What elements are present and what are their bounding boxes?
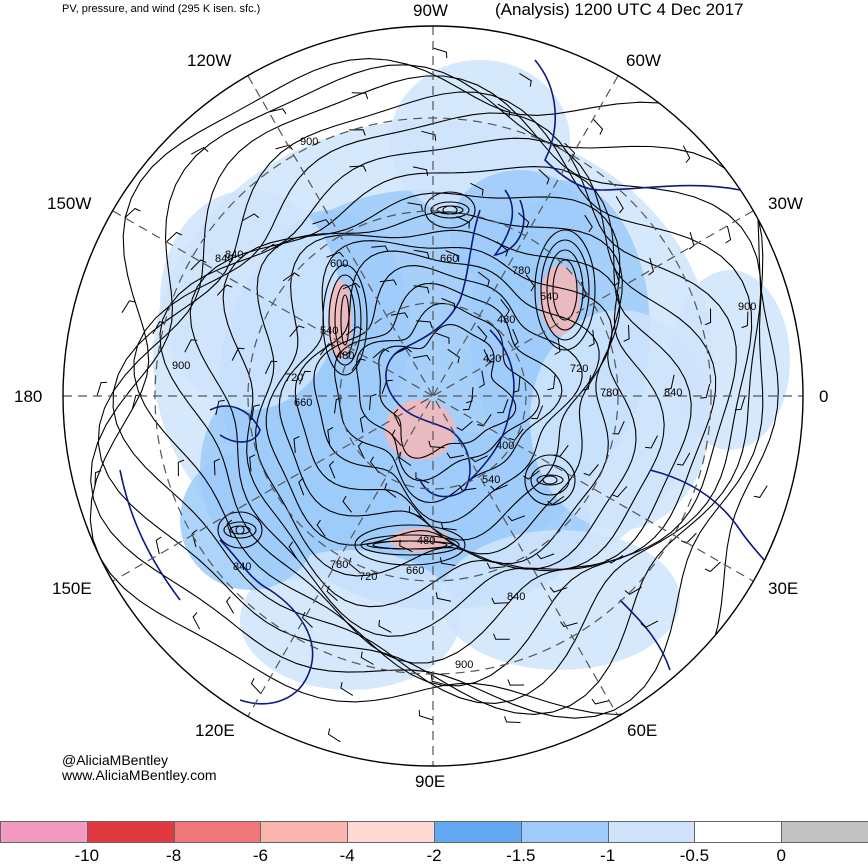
product-title: PV, pressure, and wind (295 K isen. sfc.…	[62, 3, 261, 15]
contour-label: 900	[172, 360, 190, 372]
lon-label-60e: 60E	[627, 721, 658, 740]
colorbar-tick-label: -6	[252, 846, 268, 865]
lon-label-120e: 120E	[195, 721, 235, 740]
colorbar-tick-label: 0	[776, 846, 786, 865]
contour-label: 540	[482, 474, 500, 486]
coastlines	[119, 59, 801, 705]
contour-label: 480	[497, 314, 515, 326]
contour-label: 660	[294, 397, 312, 409]
lon-label-30w: 30W	[768, 194, 803, 213]
colorbar-swatch	[434, 821, 522, 843]
contour-label: 780	[512, 265, 530, 277]
wind-barbs	[94, 47, 768, 743]
lon-label-150w: 150W	[47, 194, 92, 213]
contour-label: 780	[600, 387, 618, 399]
contour-label: 400	[496, 440, 514, 452]
colorbar-tick-label: -1	[600, 846, 616, 865]
contour-label: 840	[215, 253, 233, 265]
colorbar-tick-label: -2	[426, 846, 442, 865]
lon-label-60w: 60W	[626, 51, 661, 70]
contour-label: 480	[417, 535, 435, 547]
contour-label: 900	[738, 301, 756, 313]
contour-label: 720	[285, 372, 303, 384]
contour-label: 720	[570, 363, 588, 375]
lon-label-180: 180	[14, 387, 43, 406]
contour-label: 540	[540, 291, 558, 303]
colorbar-tick-label: -10	[74, 846, 100, 865]
contour-label: 900	[455, 659, 473, 671]
contour-label: 540	[320, 325, 338, 337]
credit-site: www.AliciaMBentley.com	[62, 767, 217, 783]
lon-label-90w: 90W	[413, 1, 448, 20]
valid-time: (Analysis) 1200 UTC 4 Dec 2017	[495, 0, 744, 19]
contour-label: 600	[330, 258, 348, 270]
map-boundary	[62, 25, 804, 767]
colorbar-swatch	[781, 821, 868, 843]
lon-label-120w: 120W	[187, 51, 232, 70]
contour-label: 840	[233, 561, 251, 573]
colorbar-swatch	[0, 821, 88, 843]
colorbar-tick-label: -4	[339, 846, 355, 865]
colorbar-swatch	[173, 821, 262, 843]
credit-handle: @AliciaMBentley	[62, 752, 169, 768]
colorbar-swatch	[86, 821, 175, 843]
contour-label: 840	[507, 591, 525, 603]
contour-label: 420	[483, 353, 501, 365]
lon-label-150e: 150E	[52, 579, 92, 598]
graticule	[63, 26, 803, 766]
contour-label: 480	[336, 350, 354, 362]
contour-label: 840	[664, 387, 682, 399]
contour-label: 720	[359, 571, 377, 583]
contour-label: 660	[406, 565, 424, 577]
contour-label: 660	[440, 253, 458, 265]
lon-label-30e: 30E	[768, 579, 799, 598]
colorbar-tick-label: -1.5	[506, 846, 536, 865]
contour-label: 780	[330, 559, 348, 571]
colorbar-tick-label: -0.5	[679, 846, 710, 865]
colorbar-swatch	[260, 821, 349, 843]
colorbar-swatch	[607, 821, 696, 843]
contour-label: 900	[300, 136, 318, 148]
lon-label-90e: 90E	[415, 772, 446, 791]
colorbar-tick-label: -8	[166, 846, 182, 865]
colorbar-swatch	[694, 821, 783, 843]
colorbar-swatch	[520, 821, 609, 843]
contour-label: 840	[225, 249, 243, 261]
colorbar-swatch	[347, 821, 435, 843]
lon-label-0: 0	[819, 387, 829, 406]
